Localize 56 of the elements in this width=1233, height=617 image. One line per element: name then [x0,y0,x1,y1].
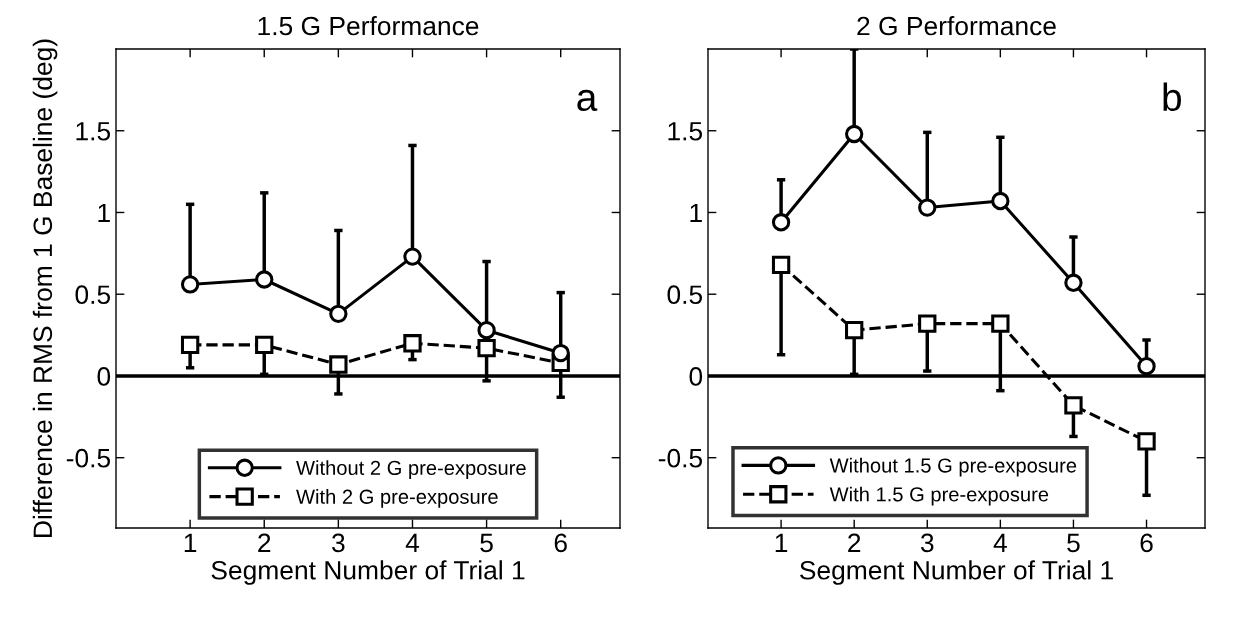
point [1137,356,1156,376]
point [255,270,274,289]
point [771,213,791,232]
point [329,304,348,324]
point [551,343,570,363]
point [1064,273,1083,292]
x-tick-label: 6 [1140,533,1153,553]
point [477,321,496,340]
point [991,314,1010,333]
point [1064,396,1083,415]
y-tick-label: 1 [690,203,702,223]
chart-title: 1.5 G Performance [258,16,479,36]
y-axis-title: Difference in RMS from 1 G Baseline (deg) [32,39,58,537]
point [180,335,200,355]
point [477,339,496,358]
x-tick-label: 1 [184,533,197,552]
y-tick-label: -0.5 [658,448,703,468]
x-axis-title: Segment Number of Trial 1 [800,560,1113,585]
x-tick-label: 2 [258,533,271,552]
point [403,334,422,353]
point [918,314,937,333]
x-axis-title: Segment Number of Trial 1 [211,560,525,585]
x-tick-label: 6 [554,533,567,553]
y-tick-label: 0.5 [75,285,111,305]
point [329,355,348,374]
x-tick-label: 2 [848,533,861,552]
legend-label: Without 2 G pre-exposure [296,460,526,480]
legend-label: Without 1.5 G pre-exposure [829,457,1077,477]
point [991,191,1010,211]
x-tick-label: 3 [920,533,934,553]
x-tick-label: 5 [1067,533,1080,553]
x-tick-label: 4 [993,533,1007,552]
point [1137,432,1156,451]
legend-label: With 1.5 G pre-exposure [829,486,1049,506]
y-tick-label: 1 [98,203,110,223]
point [180,275,200,294]
point [845,321,864,340]
annotation: b [1163,82,1182,112]
chart-title: 2 G Performance [857,16,1056,36]
y-tick-label: 0 [97,367,111,386]
y-tick-label: 0.5 [667,285,703,305]
point [918,198,937,217]
x-tick-label: 4 [405,533,420,552]
y-tick-label: -0.5 [66,448,111,468]
point [255,335,274,355]
x-tick-label: 5 [480,533,493,553]
point [403,247,422,266]
point [845,124,864,144]
y-tick-label: 1.5 [668,122,703,141]
y-tick-label: 1.5 [76,122,111,141]
annotation: a [577,89,598,112]
x-tick-label: 1 [775,533,788,552]
point [771,255,791,274]
legend-label: With 2 G pre-exposure [296,489,498,508]
y-tick-label: 0 [689,367,703,386]
x-tick-label: 3 [332,533,345,553]
